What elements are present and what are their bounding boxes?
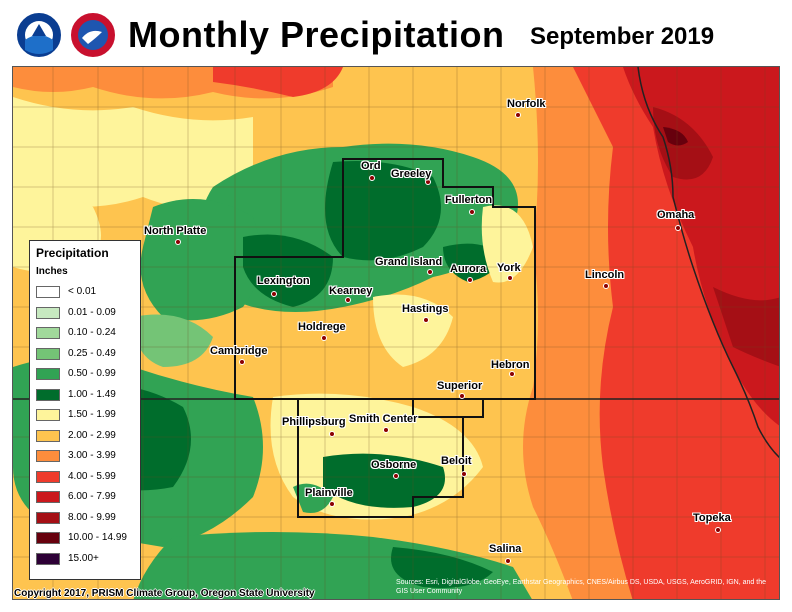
- legend-swatch: [36, 470, 60, 483]
- city-label-topeka: Topeka: [693, 512, 731, 524]
- region-green-plainville: [293, 483, 333, 513]
- city-dot: [425, 179, 431, 185]
- city-label-york: York: [497, 262, 521, 274]
- city-dot: [505, 558, 511, 564]
- city-dot: [329, 431, 335, 437]
- region-darkgreen-osborne: [323, 453, 445, 508]
- city-dot: [509, 371, 515, 377]
- city-label-norfolk: Norfolk: [507, 98, 546, 110]
- legend-swatch: [36, 388, 60, 401]
- city-label-grand-island: Grand Island: [375, 256, 443, 268]
- city-dot: [393, 473, 399, 479]
- legend-swatch: [36, 552, 60, 565]
- city-dot: [515, 112, 521, 118]
- city-dot: [675, 225, 681, 231]
- legend-label: 8.00 - 9.99: [68, 511, 116, 523]
- city-label-osborne: Osborne: [371, 459, 417, 471]
- city-dot: [459, 393, 465, 399]
- city-dot: [329, 501, 335, 507]
- legend-swatch: [36, 347, 60, 360]
- legend-swatch: [36, 368, 60, 380]
- nws-logo-icon: [68, 10, 118, 60]
- city-dot: [427, 269, 433, 275]
- legend-swatch: [36, 306, 60, 319]
- legend-swatch: [36, 409, 60, 421]
- sources-text: Sources: Esri, DigitalGlobe, GeoEye, Ear…: [396, 579, 766, 595]
- region-red-north: [213, 67, 343, 97]
- city-label-ord: Ord: [361, 160, 381, 172]
- legend-label: 15.00+: [68, 552, 99, 564]
- city-dot: [461, 471, 467, 477]
- legend-swatch: [36, 511, 60, 524]
- city-label-phillipsburg: Phillipsburg: [282, 416, 346, 428]
- page-title: Monthly Precipitation: [128, 14, 505, 55]
- legend-swatch: [36, 327, 60, 339]
- region-darkmaroon-east: [663, 127, 688, 146]
- city-label-holdrege: Holdrege: [298, 321, 346, 333]
- city-label-kearney: Kearney: [329, 285, 373, 297]
- city-label-north-platte: North Platte: [144, 225, 207, 237]
- region-darkgreen-2: [243, 234, 333, 307]
- state-border-missouri-river: [637, 67, 779, 459]
- forecast-area-kansas: [297, 398, 484, 518]
- legend-label: 0.01 - 0.09: [68, 306, 116, 318]
- city-label-superior: Superior: [437, 380, 483, 392]
- city-dot: [345, 297, 351, 303]
- city-dot: [383, 427, 389, 433]
- header: Monthly Precipitation September 2019: [0, 0, 792, 66]
- city-dot: [467, 277, 473, 283]
- legend-swatch: [36, 286, 60, 298]
- legend-label: 4.00 - 5.99: [68, 470, 116, 482]
- city-label-plainville: Plainville: [305, 487, 353, 499]
- city-label-beloit: Beloit: [441, 455, 472, 467]
- city-dot: [507, 275, 513, 281]
- region-yellow-west: [13, 97, 253, 211]
- city-dot: [239, 359, 245, 365]
- legend-swatch: [36, 532, 60, 544]
- region-lightgreen-west: [133, 314, 213, 367]
- noaa-logo-icon: [14, 10, 64, 60]
- city-label-omaha: Omaha: [657, 209, 695, 221]
- legend-swatch: [36, 450, 60, 462]
- legend-label: 0.10 - 0.24: [68, 327, 116, 338]
- city-label-lexington: Lexington: [257, 275, 310, 287]
- legend: Precipitation Inches < 0.01 0.01 - 0.09 0.…: [29, 240, 141, 580]
- legend-label: 2.00 - 2.99: [68, 429, 116, 441]
- city-dot: [603, 283, 609, 289]
- copyright-text: Copyright 2017, PRISM Climate Group, Ore…: [14, 588, 315, 599]
- city-dot: [715, 527, 721, 533]
- legend-label: 0.50 - 0.99: [68, 368, 116, 379]
- legend-label: 1.50 - 1.99: [68, 409, 116, 420]
- city-label-greeley: Greeley: [391, 168, 432, 180]
- date-label: September 2019: [530, 23, 715, 50]
- city-label-lincoln: Lincoln: [585, 269, 625, 281]
- legend-label: 3.00 - 3.99: [68, 450, 116, 461]
- city-label-smith-center: Smith Center: [349, 413, 418, 425]
- legend-label: 10.00 - 14.99: [68, 532, 127, 543]
- city-label-cambridge: Cambridge: [210, 345, 268, 357]
- legend-label: 0.25 - 0.49: [68, 347, 116, 359]
- city-dot: [321, 335, 327, 341]
- legend-label: < 0.01: [68, 286, 97, 297]
- region-darkgreen-central: [325, 161, 441, 261]
- city-dot: [175, 239, 181, 245]
- city-dot: [271, 291, 277, 297]
- region-green-west: [140, 199, 261, 321]
- city-dot: [469, 209, 475, 215]
- city-label-aurora: Aurora: [450, 263, 487, 275]
- city-label-hastings: Hastings: [402, 303, 449, 315]
- city-dot: [369, 175, 375, 181]
- city-label-hebron: Hebron: [491, 359, 530, 371]
- city-label-salina: Salina: [489, 543, 522, 555]
- legend-label: 6.00 - 7.99: [68, 491, 116, 502]
- legend-units: Inches: [36, 266, 68, 277]
- region-yellow-york: [481, 205, 533, 283]
- city-label-fullerton: Fullerton: [445, 194, 493, 206]
- legend-swatch: [36, 429, 60, 442]
- legend-title: Precipitation: [36, 246, 109, 260]
- legend-swatch: [36, 491, 60, 503]
- legend-label: 1.00 - 1.49: [68, 388, 116, 400]
- city-dot: [423, 317, 429, 323]
